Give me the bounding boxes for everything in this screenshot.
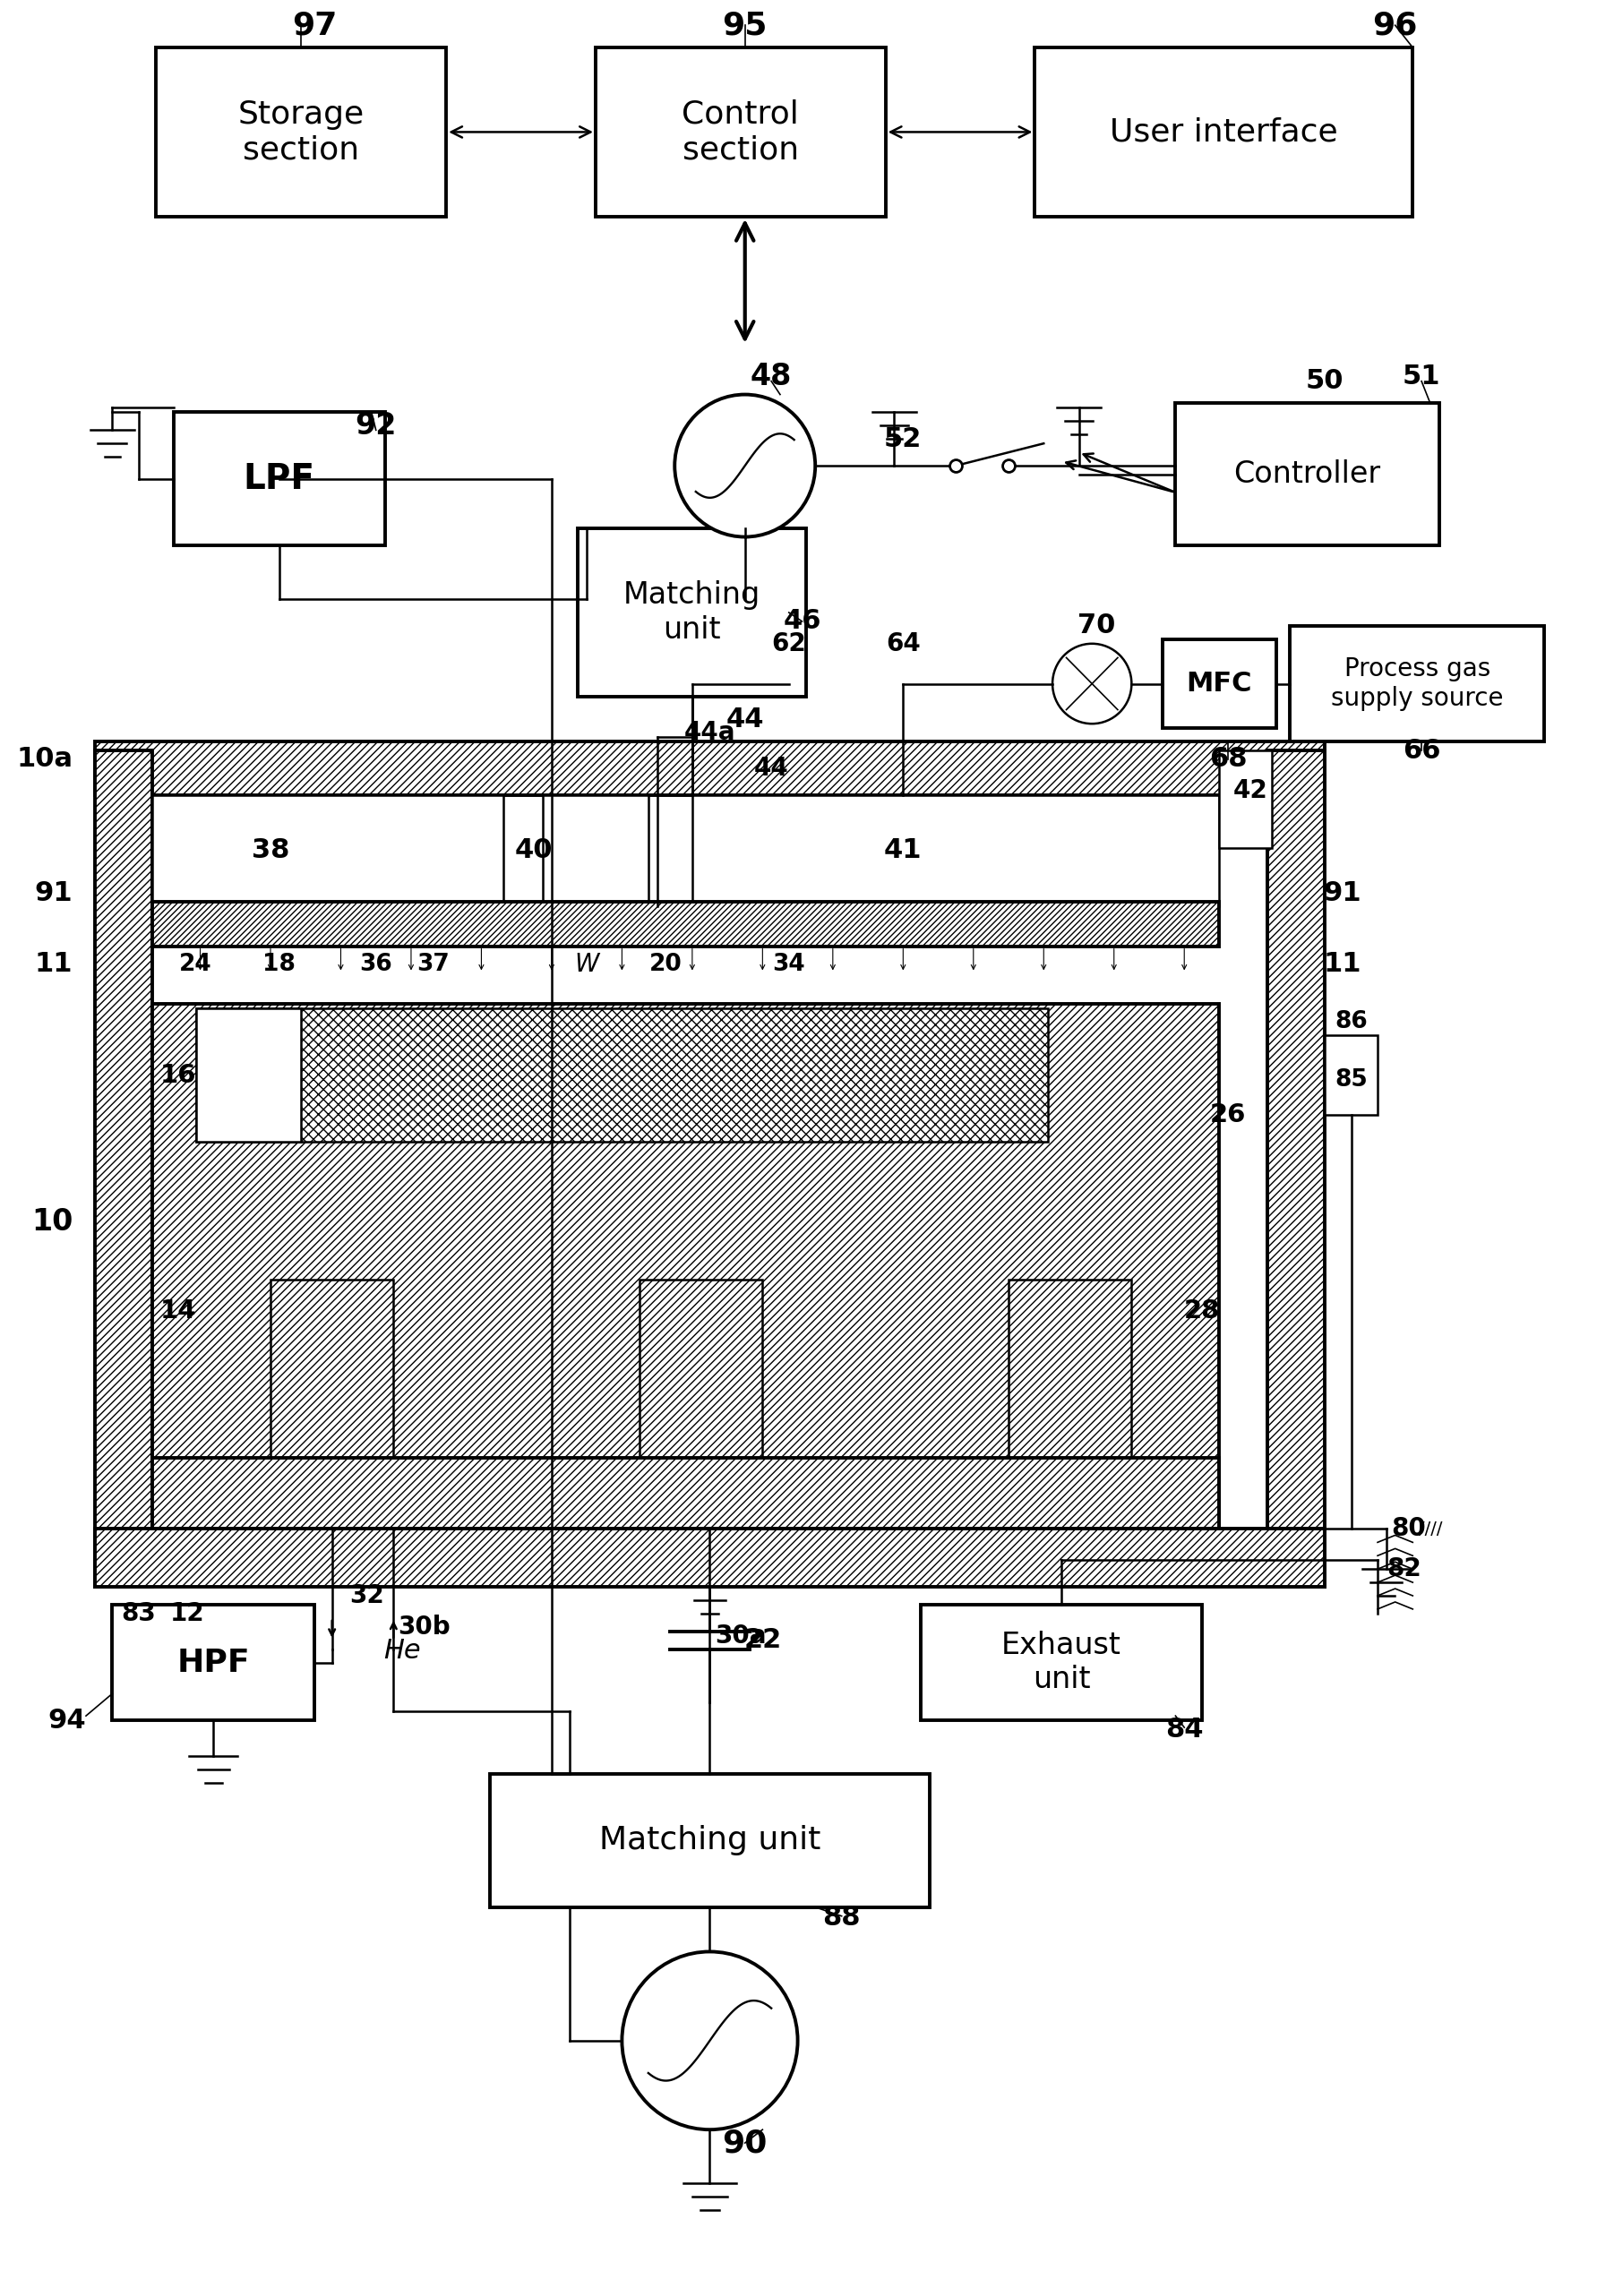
- Text: 94: 94: [48, 1708, 86, 1733]
- Text: 46: 46: [783, 608, 822, 634]
- Text: 42: 42: [1233, 778, 1267, 804]
- Text: 90: 90: [723, 2128, 768, 2158]
- Text: 10: 10: [31, 1208, 73, 1238]
- Text: 85: 85: [1335, 1068, 1367, 1091]
- Text: 14: 14: [160, 1300, 197, 1322]
- Text: 51: 51: [1403, 363, 1441, 390]
- Text: 44: 44: [726, 707, 763, 732]
- Bar: [195, 1008, 302, 1141]
- Circle shape: [621, 1952, 797, 2131]
- Text: 68: 68: [1209, 746, 1248, 771]
- Text: W: W: [575, 951, 599, 976]
- Bar: [113, 1605, 315, 1720]
- Text: 84: 84: [1165, 1715, 1204, 1743]
- Bar: [920, 1605, 1202, 1720]
- Text: HPF: HPF: [178, 1646, 250, 1678]
- Text: Process gas
supply source: Process gas supply source: [1332, 657, 1503, 712]
- Bar: [95, 1529, 1325, 1587]
- Text: 11: 11: [1323, 951, 1362, 978]
- Text: 38: 38: [252, 838, 289, 863]
- Text: 97: 97: [292, 9, 337, 41]
- Text: 91: 91: [1323, 879, 1362, 907]
- Text: 20: 20: [649, 953, 683, 976]
- Bar: [1290, 627, 1545, 742]
- Text: 30a: 30a: [715, 1623, 767, 1649]
- Bar: [1035, 48, 1412, 216]
- Bar: [491, 1775, 930, 1908]
- Text: 32: 32: [350, 1584, 384, 1607]
- Bar: [639, 1279, 762, 1529]
- Text: 26: 26: [1210, 1102, 1246, 1127]
- Text: 82: 82: [1386, 1557, 1422, 1582]
- Bar: [174, 413, 384, 546]
- Text: 52: 52: [884, 427, 922, 452]
- Bar: [1325, 1035, 1378, 1116]
- Text: 28: 28: [1183, 1300, 1220, 1322]
- Text: 34: 34: [773, 953, 805, 976]
- Text: 24: 24: [179, 953, 211, 976]
- Bar: [596, 48, 886, 216]
- Text: 62: 62: [771, 631, 807, 657]
- Bar: [578, 528, 807, 698]
- Bar: [1175, 404, 1440, 546]
- Text: 11: 11: [36, 951, 73, 978]
- Bar: [692, 794, 1220, 907]
- Bar: [1267, 751, 1325, 1587]
- Text: MFC: MFC: [1186, 670, 1252, 696]
- Bar: [1009, 1279, 1131, 1529]
- Bar: [152, 1458, 1220, 1529]
- Bar: [1220, 751, 1272, 847]
- Text: 22: 22: [744, 1628, 781, 1653]
- Text: 18: 18: [263, 953, 295, 976]
- Text: He: He: [384, 1637, 421, 1665]
- Text: 44: 44: [754, 755, 789, 781]
- Bar: [152, 794, 504, 907]
- Text: Storage
section: Storage section: [237, 99, 365, 165]
- Text: Matching
unit: Matching unit: [623, 581, 760, 645]
- Circle shape: [675, 395, 815, 537]
- Text: 44a: 44a: [684, 721, 736, 746]
- Text: Matching unit: Matching unit: [599, 1825, 820, 1855]
- Text: 48: 48: [751, 363, 792, 393]
- Text: Exhaust
unit: Exhaust unit: [1001, 1630, 1122, 1694]
- Text: 80: 80: [1391, 1515, 1425, 1541]
- Bar: [95, 742, 1325, 794]
- Bar: [152, 1003, 1220, 1529]
- Text: 88: 88: [823, 1906, 860, 1931]
- Bar: [157, 48, 445, 216]
- Text: 96: 96: [1372, 9, 1417, 41]
- Bar: [1162, 638, 1277, 728]
- Text: 10a: 10a: [16, 746, 73, 771]
- Text: 30b: 30b: [399, 1614, 450, 1639]
- Text: 36: 36: [360, 953, 392, 976]
- Text: 41: 41: [884, 838, 922, 863]
- Bar: [271, 1279, 394, 1529]
- Text: 50: 50: [1306, 367, 1344, 395]
- Text: 86: 86: [1335, 1010, 1367, 1033]
- Text: 40: 40: [515, 838, 554, 863]
- Text: 66: 66: [1403, 737, 1441, 762]
- Text: 70: 70: [1078, 613, 1115, 638]
- Circle shape: [1052, 643, 1131, 723]
- Text: ////: ////: [1419, 1520, 1443, 1538]
- Text: 12: 12: [169, 1600, 205, 1626]
- Text: Controller: Controller: [1233, 459, 1382, 489]
- Bar: [195, 1008, 1047, 1141]
- Text: User interface: User interface: [1110, 117, 1338, 147]
- Bar: [542, 794, 649, 907]
- Text: Control
section: Control section: [683, 99, 799, 165]
- Text: 95: 95: [723, 9, 768, 41]
- Text: 83: 83: [121, 1600, 157, 1626]
- Text: 91: 91: [34, 879, 73, 907]
- Text: 64: 64: [886, 631, 920, 657]
- Text: LPF: LPF: [244, 461, 315, 496]
- Text: 16: 16: [160, 1063, 197, 1088]
- Bar: [152, 902, 1220, 946]
- Text: 37: 37: [416, 953, 449, 976]
- Text: 92: 92: [355, 411, 397, 441]
- Bar: [95, 751, 152, 1587]
